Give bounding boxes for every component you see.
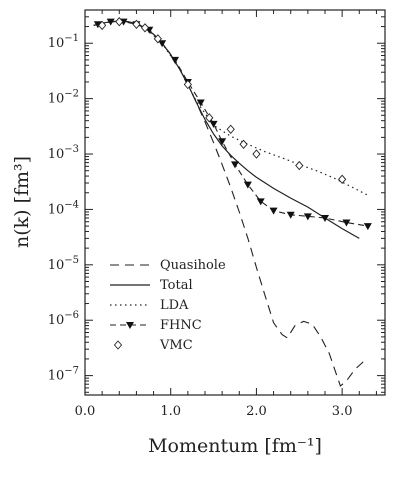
quasihole-line	[93, 20, 364, 387]
vmc-marker	[252, 149, 261, 159]
legend-total-label: Total	[160, 278, 193, 293]
x-axis-title: Momentum [fm⁻¹]	[148, 435, 322, 457]
legend-vmc-marker	[113, 340, 123, 350]
vmc-marker	[295, 160, 304, 171]
y-tick-label: 10−1	[48, 33, 79, 51]
vmc-marker	[338, 174, 347, 184]
legend-quasihole-label: Quasihole	[160, 258, 226, 273]
vmc-marker	[115, 16, 124, 27]
fhnc-marker	[93, 21, 102, 29]
vmc-marker	[153, 34, 162, 44]
fhnc-marker	[363, 223, 372, 231]
y-tick-label: 10−5	[48, 255, 79, 273]
vmc-marker	[132, 19, 141, 29]
fhnc-marker	[286, 211, 295, 219]
vmc-marker	[140, 23, 150, 33]
fhnc-marker	[231, 161, 239, 169]
y-axis-title: n(k) [fm³]	[11, 156, 33, 248]
fhnc-marker	[171, 56, 179, 64]
legend-fhnc-label: FHNC	[160, 318, 202, 333]
y-tick-label: 10−7	[48, 366, 79, 384]
y-tick-label: 10−4	[48, 199, 79, 217]
legend: Quasihole Total LDA FHNC VMC	[110, 258, 226, 353]
x-tick-label: 1.0	[160, 404, 181, 419]
vmc-marker	[183, 79, 192, 90]
x-tick-label: 2.0	[246, 404, 267, 419]
fhnc-marker	[209, 120, 218, 128]
lda-line	[93, 21, 369, 196]
fhnc-marker	[158, 40, 167, 48]
legend-lda-label: LDA	[160, 298, 189, 313]
y-tick-label: 10−2	[48, 89, 79, 107]
vmc-marker	[239, 139, 248, 149]
x-tick-label: 3.0	[332, 404, 353, 419]
fhnc-marker	[342, 219, 351, 227]
y-tick-label: 10−3	[48, 144, 79, 162]
fhnc-marker	[269, 207, 278, 215]
fhnc-marker	[218, 138, 227, 146]
fhnc-marker	[256, 198, 265, 206]
axis-ticks: 0.0 1.0 2.0 3.0 10−1 10−2 10−3 10−4 10−5 10−6 10−7	[48, 10, 385, 419]
plot-frame	[84, 9, 386, 396]
legend-fhnc-marker	[126, 322, 134, 329]
series-layer	[93, 16, 372, 387]
fhnc-line	[97, 21, 368, 227]
vmc-marker	[226, 124, 235, 134]
total-line	[93, 20, 360, 239]
fhnc-marker	[321, 215, 329, 223]
vmc-marker	[205, 113, 214, 123]
y-tick-label: 10−6	[48, 310, 79, 328]
fhnc-marker	[196, 99, 205, 107]
vmc-marker	[98, 20, 107, 31]
fhnc-marker	[243, 181, 252, 189]
fhnc-marker	[303, 213, 312, 221]
legend-vmc-label: VMC	[159, 338, 193, 353]
x-tick-label: 0.0	[75, 404, 96, 419]
fhnc-marker	[106, 18, 115, 26]
